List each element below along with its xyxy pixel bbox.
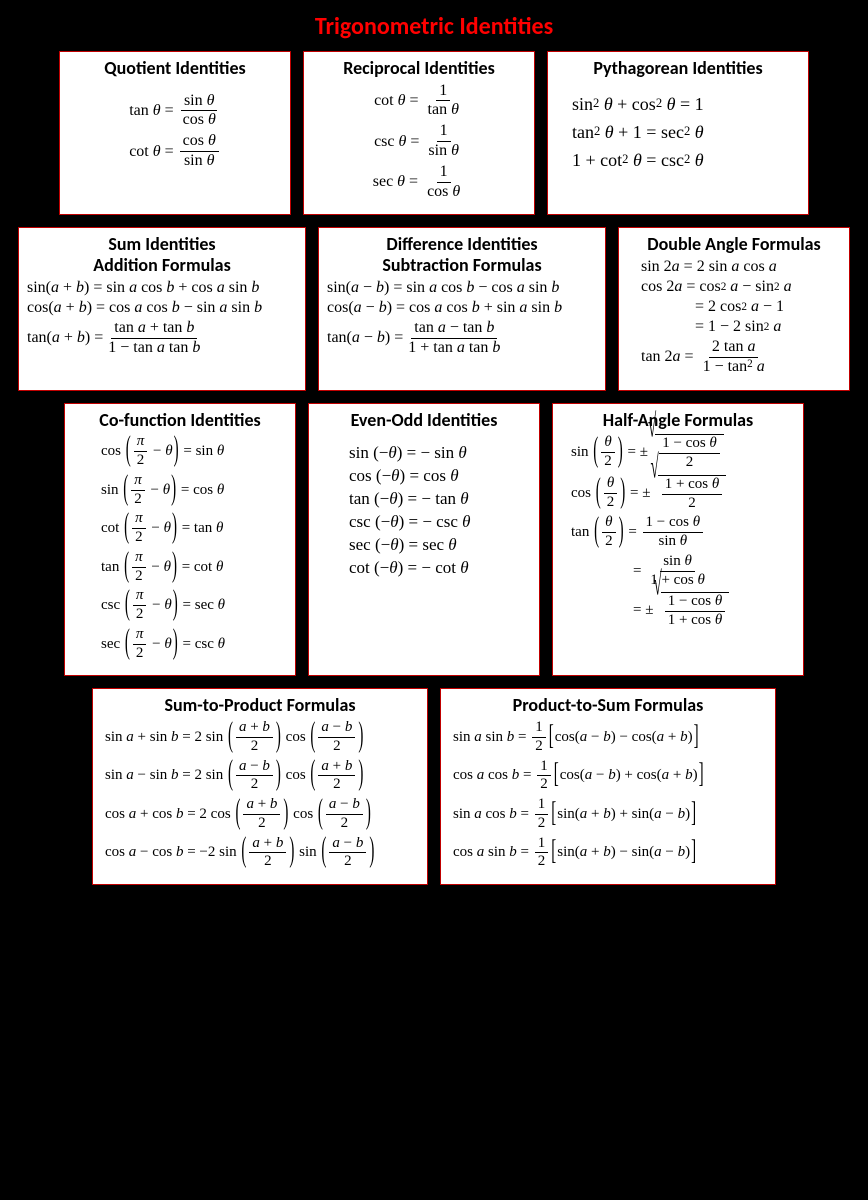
box-title: Sum IdentitiesAddition Formulas bbox=[27, 234, 297, 275]
box-title: Co-function Identities bbox=[73, 410, 287, 431]
box-title: Even-Odd Identities bbox=[317, 410, 531, 431]
box-half: Half-Angle Formulas sin (θ2) = ±√1 − cos… bbox=[552, 403, 804, 677]
row-1: Quotient Identities tan θ = sin θcos θ c… bbox=[10, 51, 858, 215]
row-3: Co-function Identities cos (π2 − θ) = si… bbox=[10, 403, 858, 677]
formulas: sin(a + b) = sin a cos b + cos a sin b c… bbox=[27, 280, 297, 357]
formulas: sin(a − b) = sin a cos b − cos a sin b c… bbox=[327, 280, 597, 357]
formulas: sin (θ2) = ±√1 − cos θ2 cos (θ2) = ±√1 +… bbox=[561, 434, 795, 629]
box-title: Half-Angle Formulas bbox=[561, 410, 795, 431]
box-title: Difference IdentitiesSubtraction Formula… bbox=[327, 234, 597, 275]
box-producttosum: Product-to-Sum Formulas sin a sin b = 12… bbox=[440, 688, 776, 885]
box-title: Quotient Identities bbox=[68, 58, 282, 79]
box-title: Double Angle Formulas bbox=[627, 234, 841, 255]
formulas: sin (−θ) = − sin θ cos (−θ) = cos θ tan … bbox=[317, 434, 531, 576]
box-pythagorean: Pythagorean Identities sin2 θ + cos2 θ =… bbox=[547, 51, 809, 215]
box-double: Double Angle Formulas sin 2a = 2 sin a c… bbox=[618, 227, 850, 390]
box-difference: Difference IdentitiesSubtraction Formula… bbox=[318, 227, 606, 390]
box-title: Product-to-Sum Formulas bbox=[449, 695, 767, 716]
box-title: Reciprocal Identities bbox=[312, 58, 526, 79]
box-cofunction: Co-function Identities cos (π2 − θ) = si… bbox=[64, 403, 296, 677]
page-title: Trigonometric Identities bbox=[10, 12, 858, 41]
box-title: Pythagorean Identities bbox=[556, 58, 800, 79]
formulas: sin a sin b = 12[cos(a − b) − cos(a + b)… bbox=[449, 720, 767, 870]
formulas: tan θ = sin θcos θ cot θ = cos θsin θ bbox=[68, 83, 282, 180]
formulas: cos (π2 − θ) = sin θ sin (π2 − θ) = cos … bbox=[73, 434, 287, 661]
box-reciprocal: Reciprocal Identities cot θ = 1tan θ csc… bbox=[303, 51, 535, 215]
row-4: Sum-to-Product Formulas sin a + sin b = … bbox=[10, 688, 858, 885]
box-evenodd: Even-Odd Identities sin (−θ) = − sin θ c… bbox=[308, 403, 540, 677]
box-sum: Sum IdentitiesAddition Formulas sin(a + … bbox=[18, 227, 306, 390]
row-2: Sum IdentitiesAddition Formulas sin(a + … bbox=[10, 227, 858, 390]
formulas: sin2 θ + cos2 θ = 1 tan2 θ + 1 = sec2 θ … bbox=[556, 83, 800, 181]
box-sumtoproduct: Sum-to-Product Formulas sin a + sin b = … bbox=[92, 688, 428, 885]
formulas: cot θ = 1tan θ csc θ = 1sin θ sec θ = 1c… bbox=[312, 83, 526, 201]
box-title: Sum-to-Product Formulas bbox=[101, 695, 419, 716]
box-quotient: Quotient Identities tan θ = sin θcos θ c… bbox=[59, 51, 291, 215]
formulas: sin 2a = 2 sin a cos a cos 2a = cos2 a −… bbox=[627, 259, 841, 376]
formulas: sin a + sin b = 2 sin (a + b2) cos (a − … bbox=[101, 720, 419, 870]
